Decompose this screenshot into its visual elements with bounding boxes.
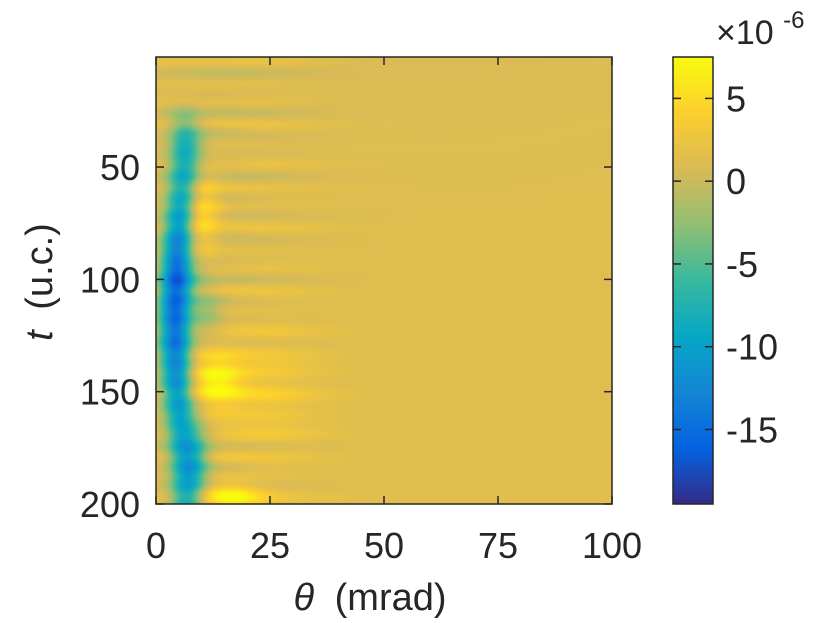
colorbar-gradient xyxy=(672,56,714,505)
x-tick-label: 50 xyxy=(364,525,404,566)
y-tick-label: 200 xyxy=(80,484,140,525)
colorbar-tick-label: 5 xyxy=(726,78,746,119)
y-axis-unit: (u.c.) xyxy=(19,223,61,310)
x-axis-label: θ (mrad) xyxy=(293,577,446,619)
y-tick-label: 150 xyxy=(80,372,140,413)
colorbar-tick-label: -5 xyxy=(726,244,758,285)
colorbar-exponent-base: ×10 xyxy=(716,14,774,52)
colorbar-exponent: ×10 -6 xyxy=(716,7,804,52)
x-tick-label: 100 xyxy=(582,525,642,566)
x-axis: 0 25 50 75 100 xyxy=(146,57,642,566)
colorbar-tick-label: -10 xyxy=(726,327,778,368)
x-axis-symbol: θ xyxy=(293,577,314,619)
heatmap-area xyxy=(155,56,613,505)
x-tick-label: 0 xyxy=(146,525,166,566)
colorbar-tick-label: 0 xyxy=(726,161,746,202)
y-tick-label: 100 xyxy=(80,259,140,300)
colorbar-ticks: 5 0 -5 -10 -15 xyxy=(673,78,778,451)
y-axis: 50 100 150 200 xyxy=(80,147,612,525)
x-tick-label: 75 xyxy=(478,525,518,566)
y-tick-label: 50 xyxy=(100,147,140,188)
y-axis-symbol: t xyxy=(19,329,61,341)
y-axis-label: t (u.c.) xyxy=(19,223,61,341)
x-axis-unit: (mrad) xyxy=(335,577,447,619)
x-tick-label: 25 xyxy=(250,525,290,566)
colorbar-tick-label: -15 xyxy=(726,410,778,451)
colorbar: 5 0 -5 -10 -15 ×10 -6 xyxy=(672,7,804,505)
colorbar-exponent-power: -6 xyxy=(783,7,804,34)
